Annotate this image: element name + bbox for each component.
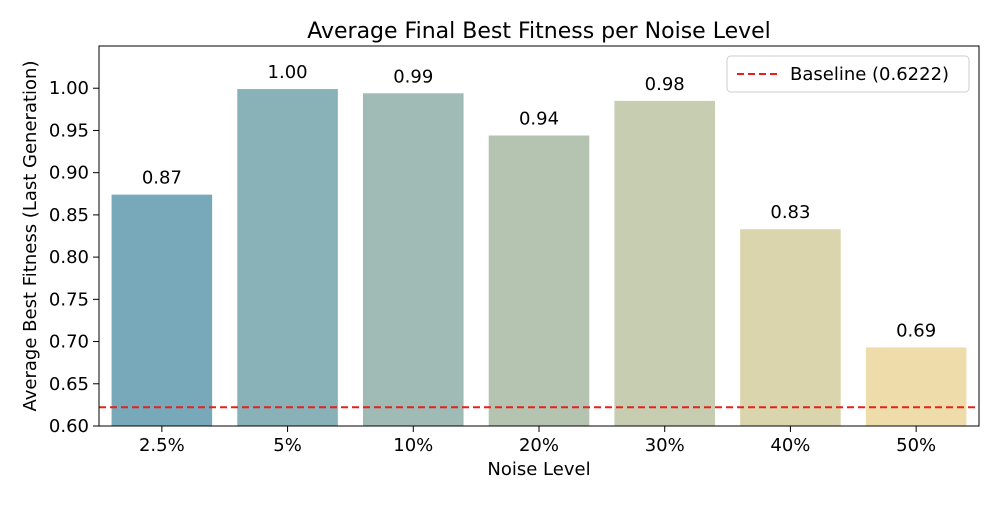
y-tick-label: 0.60 xyxy=(49,416,89,437)
chart-title: Average Final Best Fitness per Noise Lev… xyxy=(307,19,771,44)
plot-area: 0.87 1.00 0.99 0.94 0.98 0.83 0.69 0.60 0.65 0.70… xyxy=(49,45,980,456)
y-tick-label: 0.95 xyxy=(49,120,89,141)
x-tick-label: 20% xyxy=(519,435,559,456)
y-tick-label: 0.70 xyxy=(49,332,89,353)
bar-value-label: 0.98 xyxy=(645,74,685,95)
legend-box xyxy=(726,55,970,93)
y-tick-label: 0.85 xyxy=(49,205,89,226)
bar xyxy=(865,347,967,426)
bar xyxy=(237,89,338,427)
y-tick-label: 1.00 xyxy=(49,78,89,99)
bar xyxy=(488,135,590,426)
y-tick-label: 0.75 xyxy=(49,289,89,310)
legend-label: Baseline (0.6222) xyxy=(790,64,949,85)
x-tick-label: 40% xyxy=(770,435,810,456)
x-axis-label: Noise Level xyxy=(487,459,590,480)
bar xyxy=(363,93,464,427)
y-tick-label: 0.90 xyxy=(49,163,89,184)
x-tick-label: 5% xyxy=(273,435,302,456)
y-tick-label: 0.80 xyxy=(49,247,89,268)
bar-value-label: 0.99 xyxy=(393,66,433,87)
bar-value-label: 0.94 xyxy=(519,109,559,130)
y-axis-label: Average Best Fitness (Last Generation) xyxy=(20,61,41,412)
x-tick-label: 30% xyxy=(645,435,685,456)
y-tick-label: 0.65 xyxy=(49,374,89,395)
x-tick-label: 2.5% xyxy=(139,435,185,456)
bar xyxy=(740,229,841,426)
bar-value-label: 0.69 xyxy=(896,320,936,341)
bar xyxy=(614,100,715,426)
x-tick-label: 50% xyxy=(896,435,936,456)
bar-value-label: 1.00 xyxy=(268,62,308,83)
bar-value-label: 0.87 xyxy=(142,168,182,189)
x-tick-label: 10% xyxy=(393,435,433,456)
bar xyxy=(111,194,213,426)
bar-value-label: 0.83 xyxy=(770,202,810,223)
